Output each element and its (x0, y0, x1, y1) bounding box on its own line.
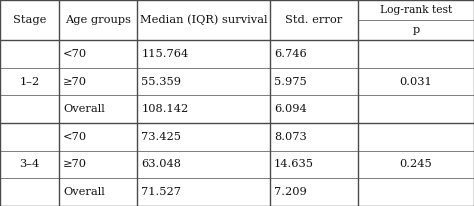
Text: ≥70: ≥70 (63, 77, 87, 87)
Text: 5.975: 5.975 (274, 77, 307, 87)
Text: 14.635: 14.635 (274, 159, 314, 169)
Text: ≥70: ≥70 (63, 159, 87, 169)
Text: Overall: Overall (63, 187, 105, 197)
Text: Std. error: Std. error (285, 15, 343, 25)
Text: Stage: Stage (13, 15, 46, 25)
Text: 73.425: 73.425 (141, 132, 181, 142)
Text: 55.359: 55.359 (141, 77, 181, 87)
Text: 115.764: 115.764 (141, 49, 189, 59)
Text: <70: <70 (63, 49, 87, 59)
Text: 6.746: 6.746 (274, 49, 307, 59)
Text: 71.527: 71.527 (141, 187, 181, 197)
Text: 0.245: 0.245 (400, 159, 432, 169)
Text: Log-rank test: Log-rank test (380, 5, 452, 15)
Text: 8.073: 8.073 (274, 132, 307, 142)
Text: 0.031: 0.031 (400, 77, 432, 87)
Text: 63.048: 63.048 (141, 159, 181, 169)
Text: Median (IQR) survival: Median (IQR) survival (140, 15, 267, 25)
Text: 1–2: 1–2 (19, 77, 40, 87)
Text: 7.209: 7.209 (274, 187, 307, 197)
Text: 108.142: 108.142 (141, 104, 189, 114)
Text: 3–4: 3–4 (19, 159, 40, 169)
Text: Overall: Overall (63, 104, 105, 114)
Text: 6.094: 6.094 (274, 104, 307, 114)
Text: Age groups: Age groups (65, 15, 131, 25)
Text: p: p (412, 25, 419, 35)
Text: <70: <70 (63, 132, 87, 142)
